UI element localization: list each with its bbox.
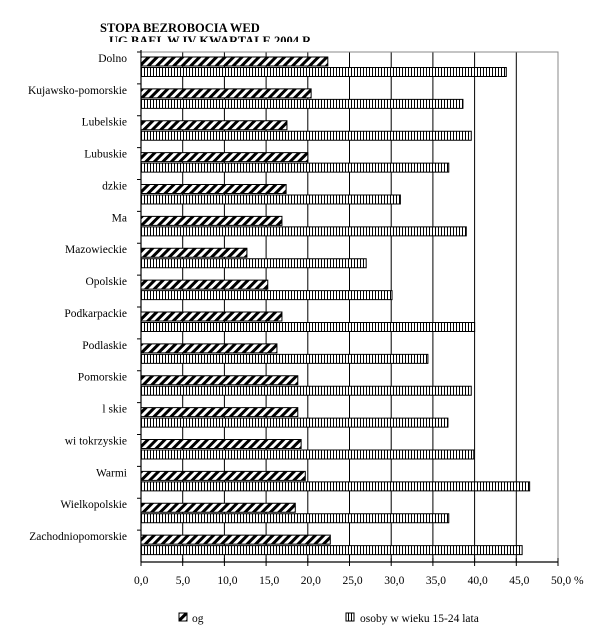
bar-youth [140,226,467,237]
category-label: l skie [102,404,127,416]
bar-youth [140,194,401,205]
category-label: Opolskie [85,276,127,288]
bar-og [140,343,278,354]
category-label: Lubuskie [84,149,127,161]
chart-title-line2: UG BAEL W IV KWARTALE 2004 R. [109,35,315,42]
category-label: Zachodniopomorskie [29,531,127,543]
category-label: Mazowieckie [65,244,127,256]
x-tick-label: 10,0 [217,575,237,587]
category-label: wi tokrzyskie [65,435,127,447]
legend-label-youth: osoby w wieku 15-24 lata [360,613,479,625]
bar-og [140,470,306,481]
bar-og [140,279,269,290]
category-label: Wielkopolskie [60,499,127,511]
legend-swatch-youth [345,612,355,622]
bar-youth [140,513,450,524]
bar-youth [140,290,393,301]
bar-og [140,120,288,131]
legend-label-og: og [192,613,204,625]
x-tick-label: 15,0 [259,575,279,587]
category-label: Podkarpackie [64,308,127,320]
category-label: Lubelskie [82,117,127,129]
bar-og [140,439,302,449]
bar-og [140,215,283,226]
bar-og [140,88,312,99]
bar-og [140,56,329,67]
bar-og [140,534,331,545]
category-label: Pomorskie [78,372,127,384]
x-tick-label: 25,0 [343,575,363,587]
legend: og osoby w wieku 15-24 lata [178,612,479,625]
x-tick-label: 20,0 [301,575,321,587]
category-label: Ma [112,212,127,224]
bar-youth [140,67,507,77]
category-label: Kujawsko-pomorskie [28,85,127,97]
category-label: Dolno [98,53,127,65]
x-tick-label: 45,0 [509,575,529,587]
bar-og [140,247,248,258]
x-tick-label: 50,0 % [551,575,584,587]
bar-og [140,375,299,386]
category-label: Warmi [96,467,127,479]
bar-og [140,311,283,322]
category-label: dzkie [102,180,127,192]
x-axis: 0,0 5,0 10,0 15,0 20,0 25,0 30,0 35,0 40,0 45,0 50… [134,558,584,587]
bar-youth [140,481,531,492]
chart-title-line1: STOPA BEZROBOCIA WED [100,21,260,35]
bar-og [140,407,299,418]
bar-youth [140,162,450,173]
bar-og [140,502,296,513]
bars [140,56,531,556]
bar-youth [140,322,476,332]
bar-youth [140,385,472,396]
bar-youth [140,353,429,364]
chart-title: STOPA BEZROBOCIA WED UG BAEL W IV KWARTA… [100,21,315,43]
x-tick-label: 0,0 [134,575,149,587]
legend-swatch-og [178,612,188,622]
category-label: Podlaskie [82,340,127,352]
x-tick-label: 35,0 [426,575,446,587]
x-tick-label: 30,0 [384,575,404,587]
bar-youth [140,258,367,269]
bar-youth [140,417,449,428]
x-tick-label: 40,0 [468,575,488,587]
bar-youth [140,449,475,460]
bar-og [140,152,309,163]
bar-youth [140,545,523,556]
bar-youth [140,98,464,109]
bar-youth [140,130,472,141]
x-tick-label: 5,0 [176,575,191,587]
category-labels: Dolno Kujawsko-pomorskie Lubelskie Lubuskie… [28,53,127,543]
bar-og [140,184,287,194]
